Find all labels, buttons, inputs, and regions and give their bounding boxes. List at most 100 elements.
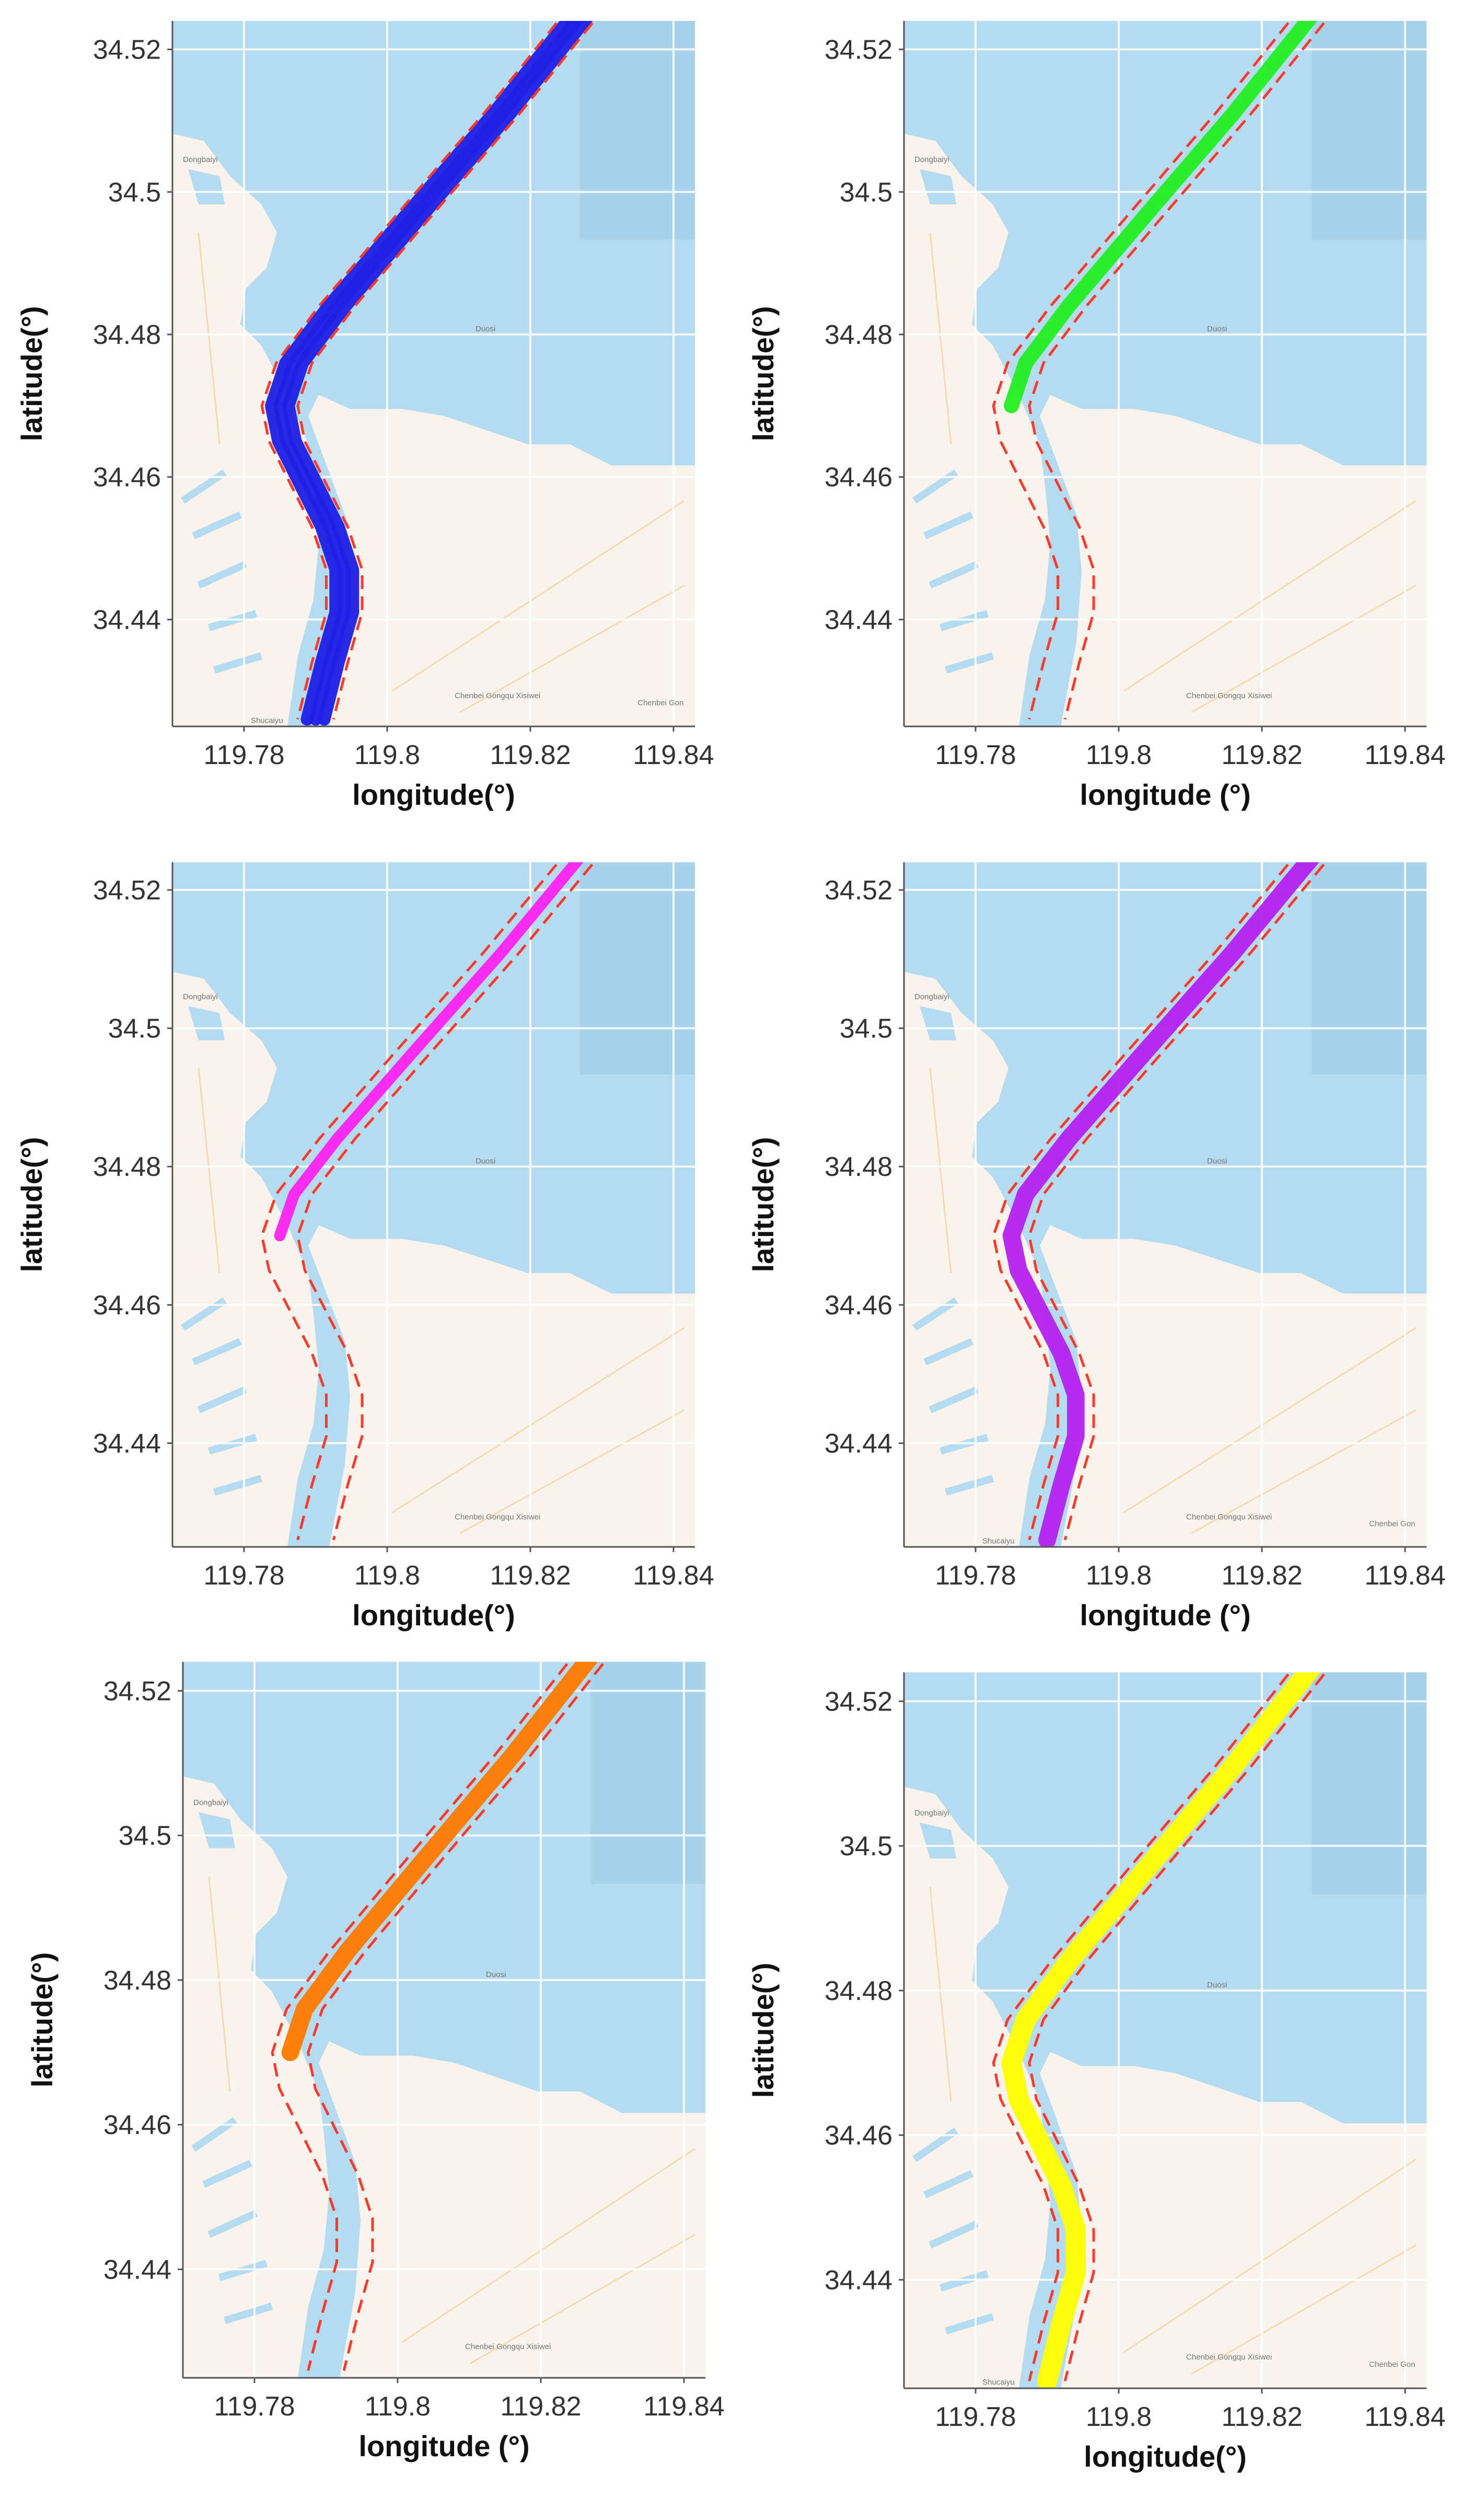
basemap: Dongbaiyi Duosi Chenbei Gongqu Xisiwei xyxy=(183,1662,705,2378)
graticule xyxy=(183,1662,705,2378)
road xyxy=(1123,2158,1417,2353)
y-tick-label: 34.48 xyxy=(825,1152,892,1182)
channel-boundaries xyxy=(992,862,1328,1541)
y-axis-label: latitude(°) xyxy=(26,1952,59,2088)
canal xyxy=(223,2303,273,2325)
x-tick-label: 119.82 xyxy=(490,1560,571,1591)
road xyxy=(1191,584,1417,713)
channel-boundary-east xyxy=(1028,1672,1328,2381)
channel-boundaries xyxy=(992,1672,1328,2381)
road xyxy=(198,1067,221,1274)
vessel-track xyxy=(281,1662,598,2062)
canal xyxy=(213,1475,262,1496)
y-tick-label: 34.5 xyxy=(840,177,892,207)
place-label-duosi: Duosi xyxy=(1207,1981,1227,1990)
harbour-basin xyxy=(920,1822,956,1859)
road xyxy=(391,500,685,692)
map-panel-top-right: Dongbaiyi Duosi Chenbei Gongqu Xisiwei 119.… xyxy=(747,21,1445,811)
x-tick-label: 119.82 xyxy=(1221,1560,1302,1591)
place-label-shucaiyu: Shucaiyu xyxy=(982,1536,1015,1545)
y-tick-label: 34.5 xyxy=(119,1821,171,1851)
vessel-track xyxy=(274,862,584,1242)
x-tick-label: 119.78 xyxy=(203,740,284,770)
x-axis-label: longitude(°) xyxy=(352,778,515,811)
x-tick-label: 119.84 xyxy=(1364,740,1445,770)
vessel-track xyxy=(1001,1672,1321,2388)
place-label-duosi: Duosi xyxy=(476,1157,495,1165)
place-label-shucaiyu: Shucaiyu xyxy=(251,716,283,725)
basemap: Dongbaiyi Duosi Chenbei Gongqu Xisiwei Shuc… xyxy=(904,862,1427,1547)
x-tick-label: 119.78 xyxy=(214,2391,295,2422)
y-tick-label: 34.46 xyxy=(825,1290,892,1321)
x-tick-label: 119.82 xyxy=(1221,2402,1302,2432)
place-label-chenbei-east: Chenbei Gon xyxy=(1369,2360,1415,2369)
y-tick-label: 34.46 xyxy=(825,2121,892,2151)
basemap: Dongbaiyi Duosi Chenbei Gongqu Xisiwei xyxy=(172,862,695,1547)
channel-boundary-west xyxy=(992,1672,1292,2381)
map-panel-top-left: Dongbaiyi Duosi Chenbei Gongqu Xisiwei Shuc… xyxy=(15,21,714,811)
channel-boundary-east xyxy=(1028,862,1328,1541)
place-label-chenbei: Chenbei Gongqu Xisiwei xyxy=(1186,691,1272,700)
y-tick-label: 34.5 xyxy=(840,1831,892,1861)
place-label-dongbaiyi: Dongbaiyi xyxy=(183,992,218,1001)
y-tick-label: 34.52 xyxy=(93,875,161,906)
x-tick-label: 119.8 xyxy=(354,740,420,770)
deep-water-zone xyxy=(1312,862,1427,1075)
basemap: Dongbaiyi Duosi Chenbei Gongqu Xisiwei Shuc… xyxy=(904,1672,1427,2388)
x-tick-label: 119.84 xyxy=(643,2391,724,2422)
vessel-track xyxy=(273,21,584,726)
place-label-chenbei: Chenbei Gongqu Xisiwei xyxy=(465,2342,551,2351)
x-tick-label: 119.8 xyxy=(1086,740,1152,770)
vessel-tracks xyxy=(1002,862,1319,1547)
vessel-track xyxy=(265,21,576,726)
road xyxy=(198,232,221,445)
y-tick-label: 34.48 xyxy=(825,1976,892,2006)
x-tick-label: 119.84 xyxy=(1364,2402,1445,2432)
road xyxy=(1191,2244,1417,2375)
deep-water-zone xyxy=(1312,1672,1427,1894)
place-label-chenbei: Chenbei Gongqu Xisiwei xyxy=(1186,1513,1272,1522)
y-tick-label: 34.5 xyxy=(108,1014,161,1044)
canal xyxy=(944,652,994,674)
harbour-basin xyxy=(920,169,956,204)
canal xyxy=(923,2170,973,2199)
map-panel-middle-left: Dongbaiyi Duosi Chenbei Gongqu Xisiwei 119.… xyxy=(15,862,714,1632)
place-label-chenbei: Chenbei Gongqu Xisiwei xyxy=(455,691,540,700)
place-label-dongbaiyi: Dongbaiyi xyxy=(914,155,949,164)
y-axis-label: latitude(°) xyxy=(747,306,780,442)
x-tick-label: 119.78 xyxy=(935,1560,1016,1591)
x-tick-label: 119.82 xyxy=(500,2391,581,2422)
canal xyxy=(218,2260,268,2281)
y-tick-label: 34.52 xyxy=(93,35,161,65)
vessel-tracks xyxy=(274,862,584,1242)
basemap: Dongbaiyi Duosi Chenbei Gongqu Xisiwei Shuc… xyxy=(172,21,695,726)
channel-boundary-west xyxy=(260,862,560,1541)
y-tick-label: 34.44 xyxy=(103,2254,171,2285)
x-axis-label: longitude (°) xyxy=(1080,778,1250,811)
canal xyxy=(192,511,242,539)
x-tick-label: 119.82 xyxy=(490,740,571,770)
y-tick-label: 34.48 xyxy=(93,1152,161,1182)
canal xyxy=(207,2210,258,2238)
channel-boundary-east xyxy=(307,1662,607,2371)
road xyxy=(1123,500,1417,692)
y-tick-label: 34.48 xyxy=(103,1965,171,1996)
y-tick-label: 34.52 xyxy=(103,1676,171,1706)
canal xyxy=(202,2159,252,2188)
place-label-duosi: Duosi xyxy=(476,325,495,333)
place-label-shucaiyu: Shucaiyu xyxy=(982,2378,1015,2387)
place-label-duosi: Duosi xyxy=(1207,325,1227,333)
map-panel-middle-right: Dongbaiyi Duosi Chenbei Gongqu Xisiwei Shuc… xyxy=(747,862,1445,1632)
place-label-duosi: Duosi xyxy=(1207,1157,1227,1165)
road xyxy=(929,232,952,445)
road xyxy=(1191,1409,1417,1534)
vessel-tracks xyxy=(1001,1672,1321,2388)
deep-water-zone xyxy=(580,862,695,1075)
y-axis-label: latitude(°) xyxy=(747,1963,780,2098)
y-tick-label: 34.48 xyxy=(825,320,892,350)
vessel-tracks xyxy=(1004,21,1318,413)
channel-boundaries xyxy=(260,862,596,1541)
canal xyxy=(197,561,247,589)
place-label-dongbaiyi: Dongbaiyi xyxy=(914,992,949,1001)
